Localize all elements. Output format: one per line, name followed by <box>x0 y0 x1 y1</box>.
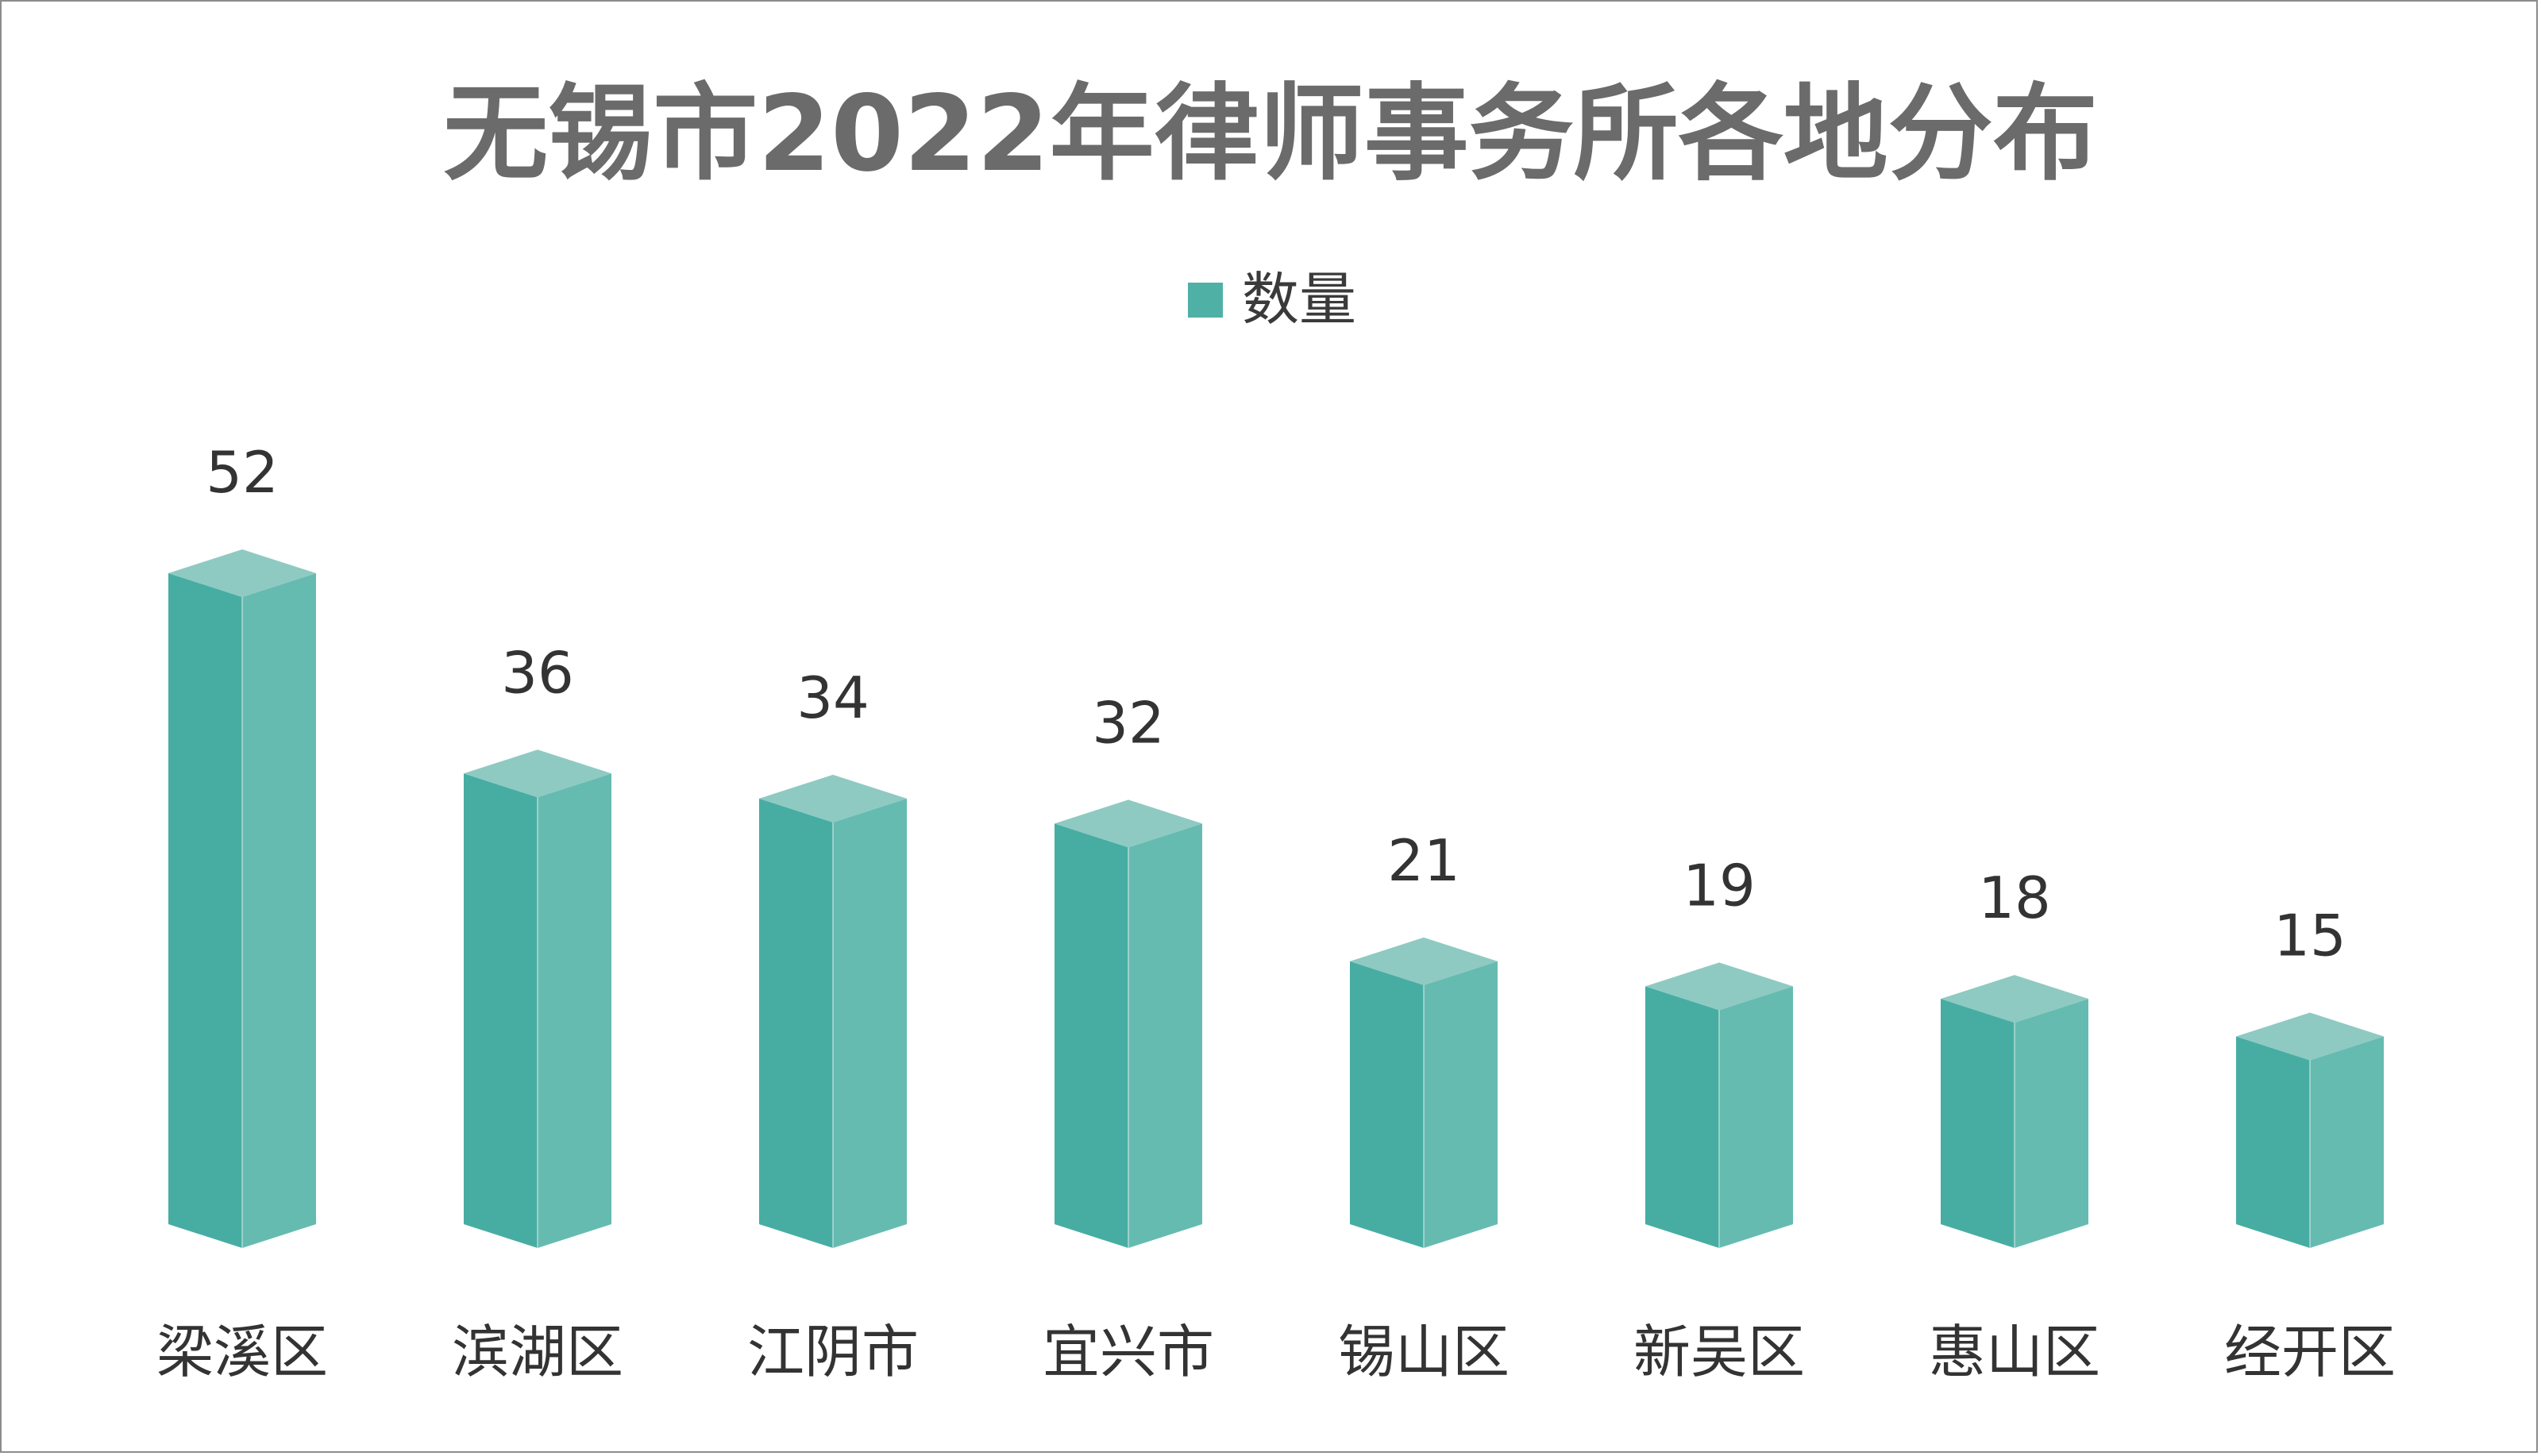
legend-label: 数量 <box>1242 266 1356 333</box>
value-label: 52 <box>206 439 279 506</box>
category-label: 新吴区 <box>1633 1319 1805 1385</box>
value-label: 36 <box>501 639 574 706</box>
bar-face-right <box>1128 823 1202 1248</box>
legend: 数量 <box>1188 266 1356 333</box>
bar-face-left <box>464 773 538 1248</box>
category-label: 经开区 <box>2224 1319 2396 1385</box>
bar-face-right <box>833 798 907 1248</box>
legend-swatch <box>1188 283 1223 318</box>
bar-face-left <box>2236 1036 2310 1248</box>
bar-face-right <box>2015 999 2088 1248</box>
bar-6 <box>1645 962 1793 1248</box>
category-label: 江阴市 <box>747 1319 919 1385</box>
bar-face-left <box>1645 986 1719 1248</box>
category-label: 锡山区 <box>1338 1319 1510 1385</box>
value-label: 34 <box>796 664 869 731</box>
value-label: 32 <box>1092 689 1165 756</box>
bar-face-top <box>1941 975 2088 1023</box>
category-labels-layer: 梁溪区 滨湖区 江阴市 宜兴市 锡山区 新吴区 惠山区 经开区 <box>156 1319 2396 1385</box>
value-label: 21 <box>1387 827 1460 894</box>
bar-face-top <box>464 749 611 798</box>
bar-5 <box>1350 937 1498 1248</box>
bar-face-left <box>759 798 833 1248</box>
value-label: 15 <box>2273 902 2346 969</box>
bar-face-left <box>1941 999 2015 1248</box>
category-label: 梁溪区 <box>156 1319 328 1385</box>
category-label: 滨湖区 <box>452 1319 623 1385</box>
chart-title: 无锡市2022年律师事务所各地分布 <box>443 73 2097 195</box>
bar-face-top <box>1055 799 1202 848</box>
category-label: 惠山区 <box>1929 1319 2100 1385</box>
bar-face-top <box>759 774 907 822</box>
bar-4 <box>1055 799 1202 1248</box>
bars-layer <box>168 549 2384 1248</box>
category-label: 宜兴市 <box>1043 1319 1214 1385</box>
bar-3 <box>759 774 907 1248</box>
value-label: 18 <box>1978 865 2051 931</box>
bar-face-left <box>168 573 242 1248</box>
value-label: 19 <box>1683 852 1756 919</box>
value-labels-layer: 52 36 34 32 21 19 18 15 <box>206 439 2346 969</box>
bar-face-right <box>2310 1036 2384 1248</box>
bar-face-right <box>1719 986 1793 1248</box>
bar-face-right <box>242 573 316 1248</box>
bar-face-top <box>2236 1012 2384 1061</box>
bar-1 <box>168 549 316 1248</box>
bar-8 <box>2236 1012 2384 1248</box>
bar-2 <box>464 749 611 1248</box>
bar-face-top <box>168 549 316 597</box>
bar-face-left <box>1055 823 1128 1248</box>
bar-face-left <box>1350 961 1424 1248</box>
bar-face-top <box>1350 937 1498 985</box>
bar-face-right <box>1424 961 1498 1248</box>
bar-7 <box>1941 975 2088 1248</box>
bar-face-top <box>1645 962 1793 1011</box>
bar-face-right <box>538 773 611 1248</box>
